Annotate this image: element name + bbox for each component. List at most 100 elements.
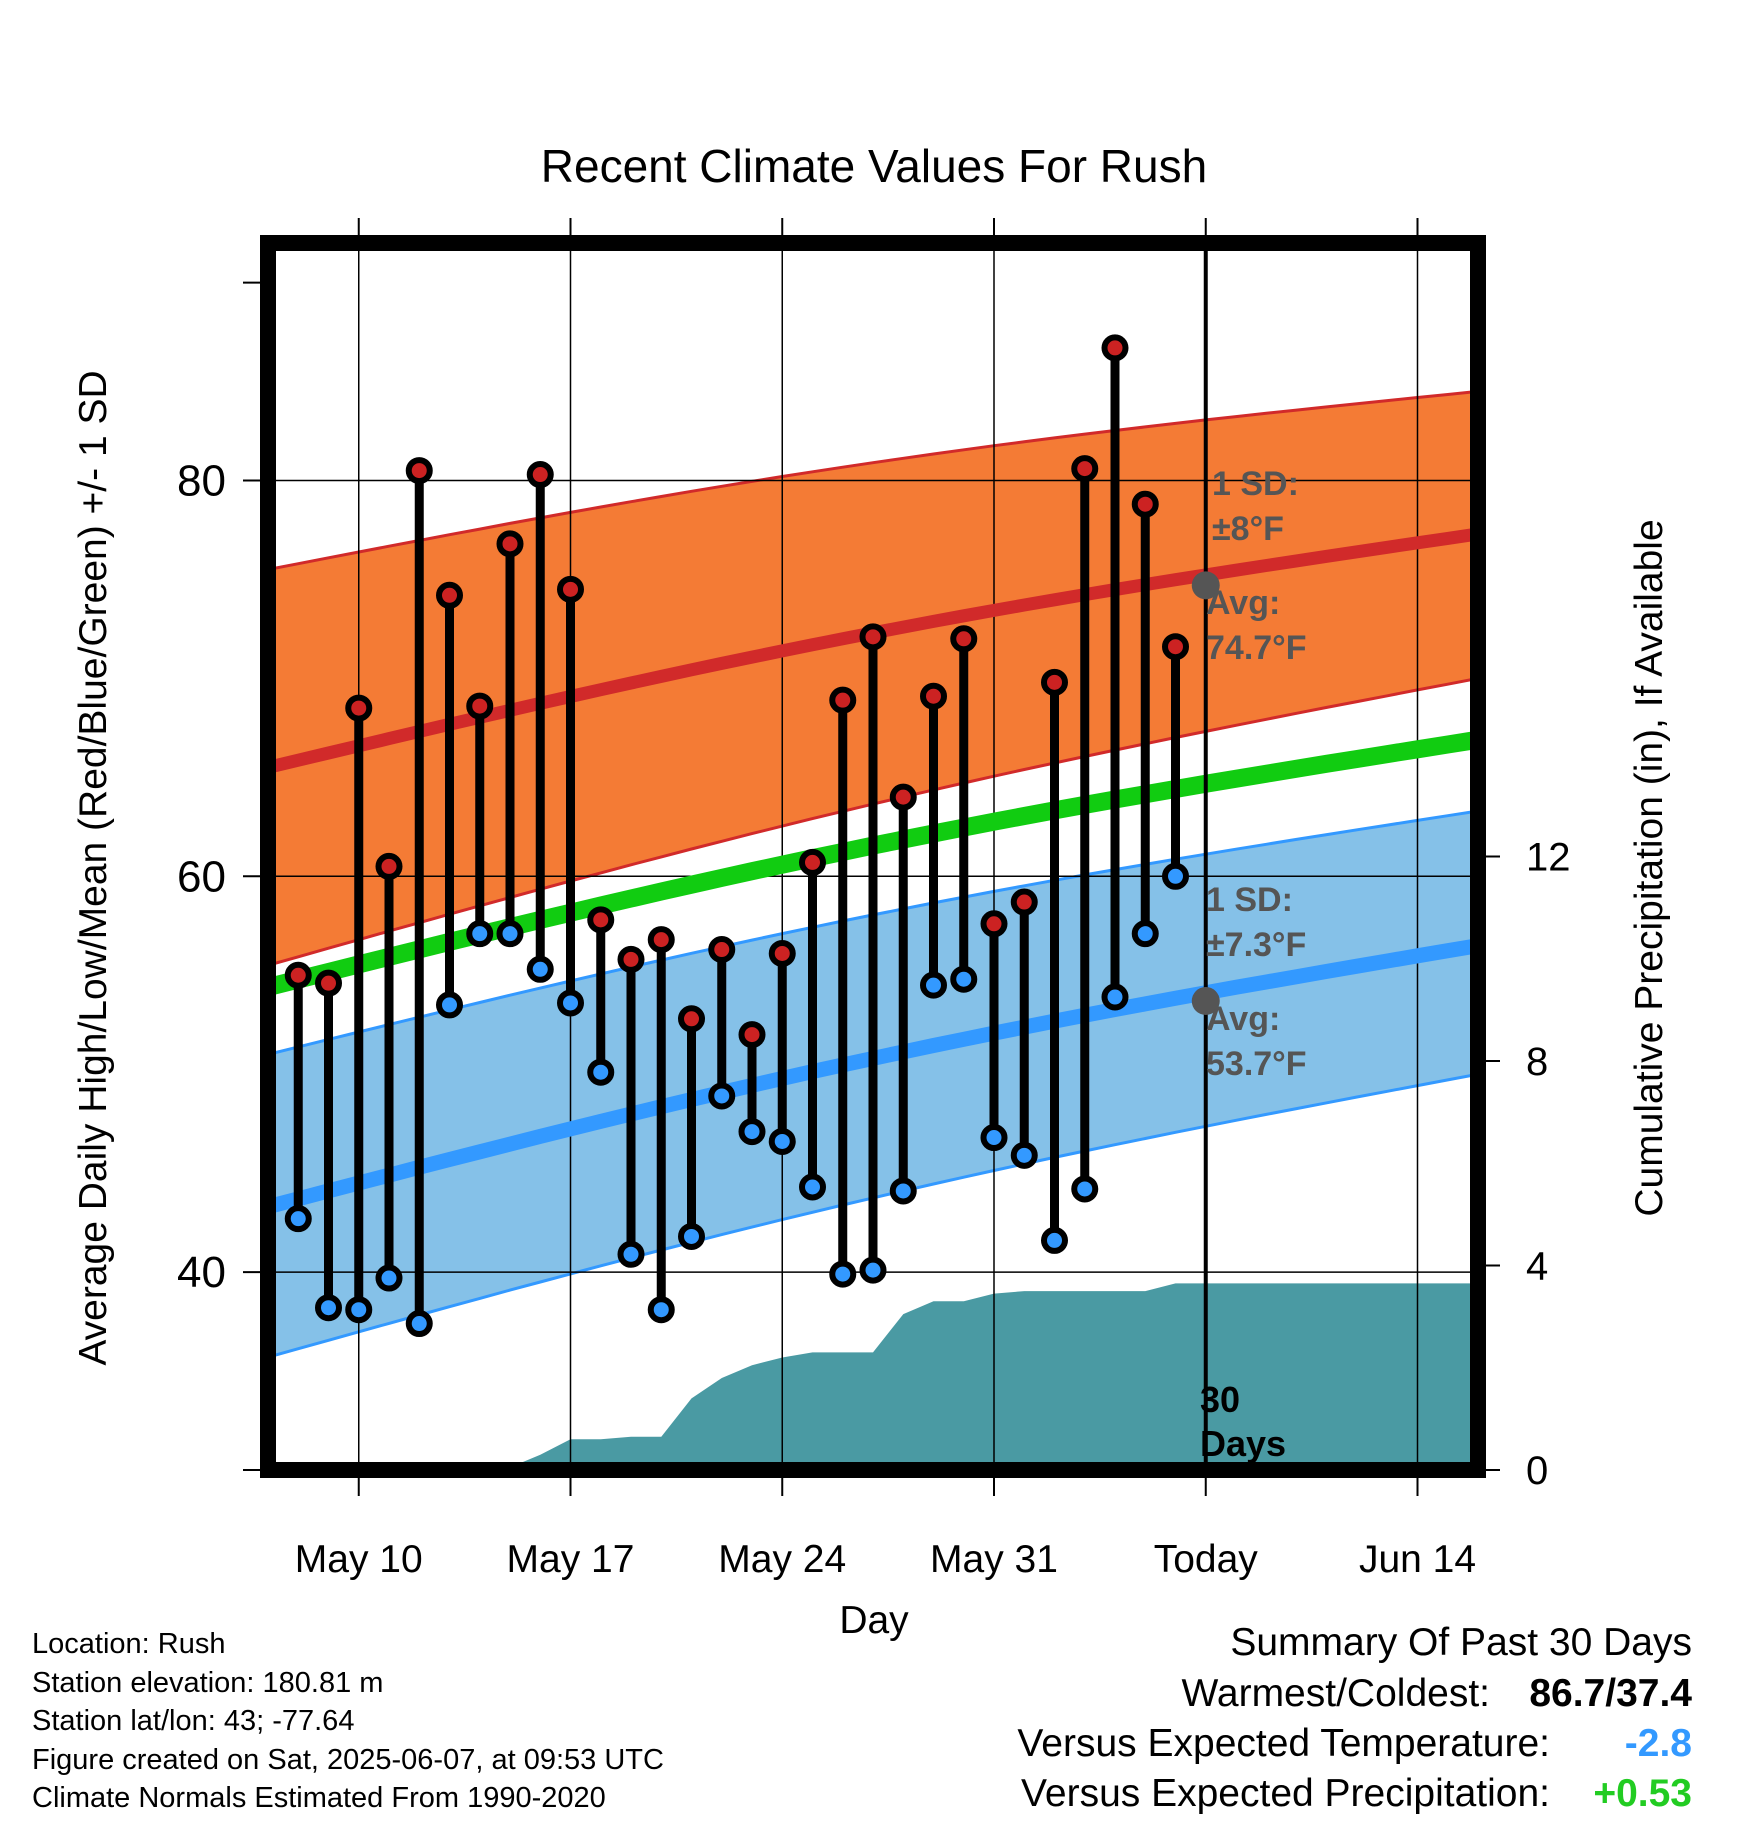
high-band-edge-upper	[268, 389, 1478, 571]
precip-value: +0.53	[1593, 1772, 1692, 1815]
low-point	[405, 1310, 433, 1338]
low-avg-value: 53.7°F	[1206, 1045, 1307, 1083]
created-text: Figure created on Sat, 2025-06-07, at 09…	[32, 1743, 664, 1776]
low-point	[466, 920, 494, 948]
low-point	[980, 1124, 1008, 1152]
y2-tick-label: 12	[1526, 836, 1571, 880]
y2-tick-label: 0	[1526, 1449, 1548, 1493]
high-point	[587, 906, 615, 934]
high-point	[829, 686, 857, 714]
temp-label: Versus Expected Temperature:	[1017, 1722, 1550, 1765]
y-tick-label: 80	[177, 456, 226, 505]
high-point	[859, 623, 887, 651]
high-point	[678, 1005, 705, 1033]
high-point	[1162, 633, 1189, 661]
normals-text: Climate Normals Estimated From 1990-2020	[32, 1782, 606, 1814]
y2-axis-label: Cumulative Precipitation (in), If Availa…	[1628, 519, 1671, 1216]
low-point	[738, 1118, 766, 1146]
high-point	[526, 461, 554, 489]
high-point	[889, 783, 917, 811]
x-tick-label: May 24	[718, 1538, 846, 1581]
latlon-text: Station lat/lon: 43; -77.64	[32, 1705, 355, 1737]
location-text: Location: Rush	[32, 1628, 226, 1660]
low-point	[1071, 1175, 1099, 1203]
low-point	[315, 1294, 342, 1322]
high-point	[799, 848, 826, 876]
plot-area	[268, 243, 1478, 1470]
y2-tick-label: 8	[1526, 1040, 1548, 1084]
precip-area	[268, 1283, 1478, 1470]
low-point	[950, 965, 978, 993]
low-point	[859, 1256, 887, 1284]
low-point	[768, 1127, 796, 1155]
summary-precip-row: Versus Expected Precipitation: +0.53	[1017, 1769, 1692, 1819]
x-tick-label: Today	[1154, 1538, 1259, 1581]
summary-panel: Summary Of Past 30 Days Warmest/Coldest:…	[1017, 1617, 1692, 1819]
high-point	[496, 530, 524, 558]
low-point	[436, 991, 463, 1019]
high-avg-value: 74.7°F	[1206, 629, 1307, 667]
high-point	[345, 694, 373, 722]
high-avg-marker	[1191, 571, 1220, 600]
high-point	[647, 926, 675, 954]
low-point	[375, 1264, 403, 1292]
low-point	[829, 1260, 857, 1288]
high-point	[1071, 455, 1099, 483]
high-point	[950, 625, 978, 653]
temp-value: -2.8	[1624, 1722, 1692, 1765]
high-avg-label: Avg:	[1206, 584, 1280, 622]
low-point	[889, 1177, 917, 1205]
warmest-label: Warmest/Coldest:	[1181, 1672, 1490, 1715]
summary-warmest-row: Warmest/Coldest: 86.7/37.4	[1017, 1669, 1692, 1719]
low-point	[345, 1296, 373, 1324]
warmest-value: 86.7/37.4	[1529, 1672, 1692, 1715]
x-tick-label: May 31	[930, 1538, 1058, 1581]
low-point	[557, 989, 584, 1017]
days-word-label: Days	[1200, 1423, 1286, 1464]
low-point	[284, 1205, 312, 1233]
summary-title: Summary Of Past 30 Days	[1230, 1621, 1692, 1664]
high-point	[1041, 668, 1068, 696]
x-tick-label: May 17	[507, 1538, 635, 1581]
low-point	[496, 920, 524, 948]
low-point	[1041, 1226, 1068, 1254]
high-point	[708, 936, 736, 964]
low-point	[799, 1173, 826, 1201]
high-point	[436, 581, 463, 609]
x-tick-label: May 10	[295, 1538, 423, 1581]
summary-temp-row: Versus Expected Temperature: -2.8	[1017, 1719, 1692, 1769]
high-point	[405, 457, 433, 485]
low-point	[587, 1058, 615, 1086]
precip-label: Versus Expected Precipitation:	[1021, 1772, 1550, 1815]
low-point	[708, 1082, 736, 1110]
high-point	[466, 692, 494, 720]
low-sd-label: 1 SD:	[1206, 881, 1293, 919]
x-tick-label: Jun 14	[1359, 1538, 1476, 1581]
x-axis-label: Day	[839, 1599, 909, 1642]
high-point	[557, 575, 584, 603]
high-sd-label: 1 SD:	[1212, 465, 1299, 503]
high-sd-value: ±8°F	[1212, 510, 1284, 548]
low-point	[678, 1222, 705, 1250]
high-point	[738, 1021, 766, 1049]
y-tick-label: 60	[177, 852, 226, 901]
days-count-label: 30	[1200, 1379, 1240, 1420]
low-point	[617, 1240, 645, 1268]
high-point	[375, 852, 403, 880]
high-point	[617, 945, 645, 973]
elevation-text: Station elevation: 180.81 m	[32, 1666, 384, 1699]
y-tick-label: 40	[177, 1248, 226, 1297]
low-point	[1131, 920, 1159, 948]
station-info: Location: Rush Station elevation: 180.81…	[32, 1625, 664, 1818]
y-axis-label: Average Daily High/Low/Mean (Red/Blue/Gr…	[72, 370, 115, 1365]
low-avg-label: Avg:	[1206, 1000, 1280, 1038]
low-sd-value: ±7.3°F	[1206, 926, 1306, 964]
high-point	[980, 910, 1008, 938]
high-point	[1101, 334, 1129, 362]
high-point	[768, 939, 796, 967]
high-point	[315, 969, 342, 997]
low-point	[647, 1296, 675, 1324]
low-point	[920, 971, 947, 999]
chart-title: Recent Climate Values For Rush	[541, 140, 1207, 192]
